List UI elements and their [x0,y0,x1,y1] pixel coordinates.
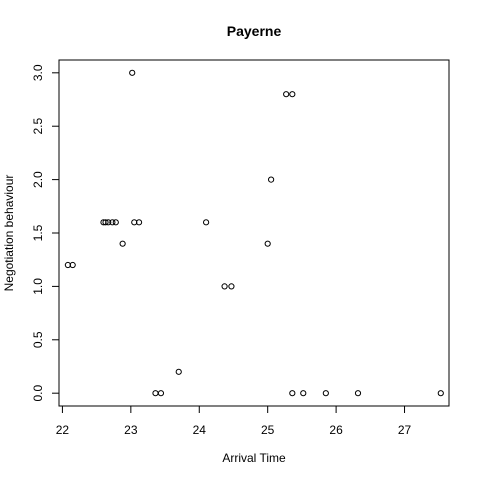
chart-title: Payerne [227,23,282,39]
data-point [322,390,329,397]
data-point [157,390,165,397]
y-tick-label: 0.5 [31,331,45,348]
data-point [289,91,296,98]
y-tick-label: 1.0 [31,278,45,295]
data-point [228,283,235,290]
y-tick-label: 1.5 [31,224,45,241]
y-tick-label: 0.0 [31,385,45,402]
data-point [69,261,76,269]
data-point [221,283,228,290]
y-axis-label: Negotiation behaviour [2,175,16,292]
data-point [105,219,112,226]
x-tick-label: 23 [124,423,138,437]
x-tick-label: 24 [193,423,207,437]
data-point [264,240,271,247]
data-point [437,390,444,397]
data-points [64,69,444,397]
y-tick-label: 3.0 [31,64,45,81]
plot-frame [58,59,450,407]
data-point [203,219,210,226]
data-point [300,390,307,397]
x-tick-label: 25 [261,423,275,437]
data-point [129,69,136,76]
x-tick-label: 26 [329,423,343,437]
data-point [119,240,126,247]
data-point [152,390,159,397]
x-axis-label: Arrival Time [222,451,286,465]
data-point [268,176,275,183]
data-point [354,390,362,397]
data-point [112,219,119,226]
data-point [102,219,109,226]
y-tick-label: 2.0 [31,171,45,188]
data-point [289,390,296,397]
data-point [135,219,143,226]
data-point [175,368,182,375]
y-axis: 0.0 0.5 1.0 1.5 2.0 2.5 3.0 [31,64,60,402]
y-tick-label: 2.5 [31,118,45,135]
x-tick-label: 22 [56,423,70,437]
data-point [283,91,290,98]
data-point [109,219,116,226]
x-axis: 22 23 24 25 26 27 [56,405,412,437]
x-tick-label: 27 [398,423,412,437]
